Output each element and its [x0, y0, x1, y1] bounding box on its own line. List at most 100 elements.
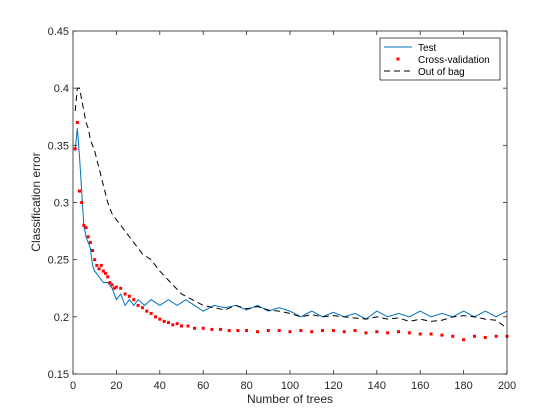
- legend-box: [379, 37, 501, 81]
- series-line-out-of-bag: [74, 87, 508, 329]
- data-point-cross-validation: [407, 331, 411, 335]
- data-point-cross-validation: [110, 283, 114, 287]
- data-point-cross-validation: [175, 322, 179, 326]
- x-tick-label: 180: [454, 380, 472, 392]
- data-point-cross-validation: [123, 292, 127, 296]
- data-point-cross-validation: [342, 330, 346, 334]
- data-point-cross-validation: [331, 329, 335, 333]
- data-point-cross-validation: [171, 323, 175, 327]
- data-point-cross-validation: [483, 335, 487, 339]
- data-point-cross-validation: [93, 258, 97, 262]
- y-tick-label: 0.4: [54, 83, 69, 95]
- data-point-cross-validation: [119, 286, 123, 290]
- x-tick-label: 120: [324, 380, 342, 392]
- data-point-cross-validation: [162, 319, 166, 323]
- data-point-cross-validation: [104, 271, 108, 275]
- data-point-cross-validation: [158, 317, 162, 321]
- series-line-test: [74, 128, 508, 320]
- data-point-cross-validation: [364, 331, 368, 335]
- y-axis: 0.15 0.2 0.25 0.3 0.35 0.4 0.45: [48, 26, 507, 381]
- x-tick-label: 160: [411, 380, 429, 392]
- data-point-cross-validation: [91, 249, 95, 253]
- data-point-cross-validation: [277, 329, 281, 333]
- data-point-cross-validation: [386, 331, 390, 335]
- x-axis: 0 20 40 60 80 100 120 140 160 180 200: [70, 31, 516, 392]
- data-point-cross-validation: [78, 189, 82, 193]
- data-point-cross-validation: [84, 226, 88, 230]
- y-tick-label: 0.25: [48, 255, 69, 267]
- data-point-cross-validation: [210, 327, 214, 331]
- data-point-cross-validation: [462, 338, 466, 342]
- x-tick-label: 200: [498, 380, 516, 392]
- data-point-cross-validation: [149, 311, 153, 315]
- data-point-cross-validation: [310, 330, 314, 334]
- data-point-cross-validation: [80, 201, 84, 204]
- x-tick-label: 60: [197, 380, 209, 392]
- data-point-cross-validation: [353, 329, 357, 333]
- data-point-cross-validation: [88, 241, 92, 245]
- x-tick-label: 0: [70, 380, 76, 392]
- data-point-cross-validation: [140, 306, 144, 310]
- data-point-cross-validation: [245, 329, 249, 333]
- data-point-cross-validation: [494, 334, 498, 338]
- data-point-cross-validation: [73, 147, 77, 151]
- data-point-cross-validation: [201, 326, 205, 330]
- data-point-cross-validation: [236, 329, 240, 333]
- x-tick-label: 100: [281, 380, 299, 392]
- series-cross-validation: [73, 120, 509, 342]
- data-point-cross-validation: [440, 333, 444, 337]
- x-tick-label: 140: [368, 380, 386, 392]
- data-point-cross-validation: [429, 332, 433, 336]
- legend-cv-swatch: [396, 57, 400, 61]
- data-point-cross-validation: [86, 235, 90, 239]
- data-point-cross-validation: [114, 285, 118, 289]
- legend-test-label: Test: [418, 43, 437, 54]
- data-point-cross-validation: [145, 309, 149, 313]
- y-axis-label: Classification error: [29, 152, 43, 251]
- data-point-cross-validation: [106, 275, 110, 279]
- legend: Test Cross-validation Out of bag: [379, 37, 501, 81]
- data-point-cross-validation: [127, 294, 131, 298]
- series-layer: [73, 87, 509, 342]
- data-point-cross-validation: [153, 315, 157, 319]
- data-point-cross-validation: [266, 329, 270, 333]
- plot-area: [73, 31, 507, 374]
- data-point-cross-validation: [418, 332, 422, 336]
- data-point-cross-validation: [166, 321, 170, 325]
- data-point-cross-validation: [95, 263, 99, 267]
- data-point-cross-validation: [101, 269, 105, 273]
- data-point-cross-validation: [321, 329, 325, 333]
- y-tick-label: 0.15: [48, 369, 69, 381]
- data-point-cross-validation: [136, 303, 140, 307]
- data-point-cross-validation: [193, 326, 197, 330]
- x-tick-label: 20: [110, 380, 122, 392]
- data-point-cross-validation: [97, 267, 101, 271]
- data-point-cross-validation: [219, 327, 223, 331]
- data-point-cross-validation: [227, 329, 231, 333]
- x-tick-label: 40: [154, 380, 166, 392]
- data-point-cross-validation: [299, 329, 303, 333]
- data-point-cross-validation: [99, 263, 103, 267]
- x-axis-label: Number of trees: [247, 392, 333, 406]
- data-point-cross-validation: [375, 330, 379, 334]
- y-tick-label: 0.3: [54, 198, 69, 210]
- data-point-cross-validation: [82, 223, 86, 227]
- y-tick-label: 0.45: [48, 26, 69, 38]
- data-point-cross-validation: [112, 286, 116, 290]
- data-point-cross-validation: [288, 330, 292, 334]
- y-tick-label: 0.35: [48, 140, 69, 152]
- data-point-cross-validation: [472, 334, 476, 338]
- x-tick-label: 80: [240, 380, 252, 392]
- data-point-cross-validation: [108, 281, 112, 285]
- data-point-cross-validation: [451, 334, 455, 338]
- legend-oob-label: Out of bag: [418, 67, 465, 78]
- data-point-cross-validation: [397, 330, 400, 334]
- data-point-cross-validation: [186, 324, 190, 328]
- data-point-cross-validation: [255, 330, 259, 334]
- legend-cv-label: Cross-validation: [418, 55, 490, 66]
- data-point-cross-validation: [180, 324, 183, 328]
- data-point-cross-validation: [75, 120, 79, 124]
- y-tick-label: 0.2: [54, 312, 69, 324]
- data-point-cross-validation: [132, 298, 136, 302]
